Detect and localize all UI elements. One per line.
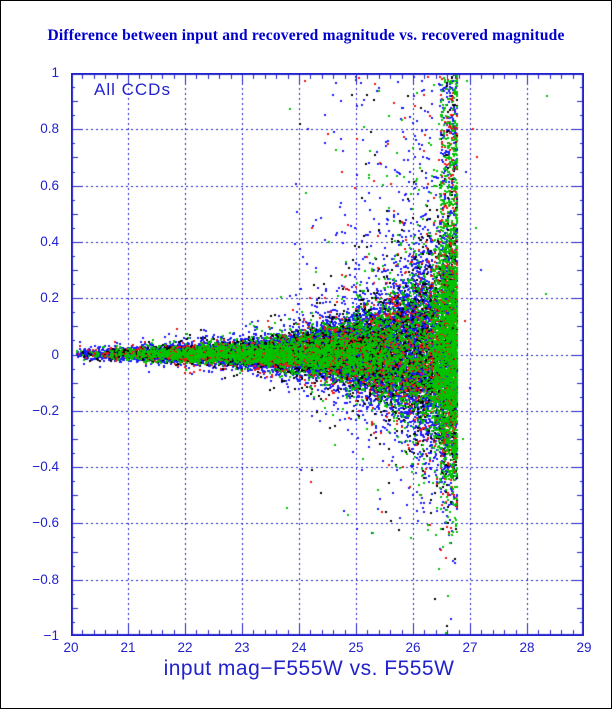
- y-tick-label: −1: [43, 628, 59, 643]
- y-tick-label: 0.2: [40, 290, 59, 306]
- y-tick-label: 0.4: [40, 233, 59, 249]
- scatter-plot-canvas: [71, 73, 584, 636]
- x-tick-label: 21: [120, 640, 136, 655]
- x-tick-label: 22: [177, 640, 193, 655]
- x-tick-label: 27: [462, 640, 478, 655]
- x-tick-label: 25: [348, 640, 364, 655]
- y-tick-label: 0.6: [40, 177, 59, 193]
- x-tick-label: 29: [576, 640, 592, 655]
- x-tick-label: 20: [63, 640, 79, 655]
- x-tick-label: 24: [291, 640, 307, 655]
- y-tick-label: 0: [51, 346, 59, 362]
- figure-title: Difference between input and recovered m…: [47, 27, 565, 44]
- y-tick-label: −0.4: [32, 459, 59, 475]
- x-tick-label: 23: [234, 640, 250, 655]
- x-axis-title: input mag−F555W vs. F555W: [163, 657, 455, 680]
- y-tick-label: −0.2: [32, 402, 59, 418]
- x-tick-label: 26: [405, 640, 421, 655]
- y-tick-label: 0.8: [40, 121, 59, 137]
- ccd-annotation-label: All CCDs: [94, 80, 171, 99]
- x-tick-label: 28: [519, 640, 535, 655]
- y-tick-label: −0.6: [32, 515, 59, 531]
- y-tick-label: −0.8: [32, 571, 59, 587]
- y-tick-label: 1: [51, 65, 59, 80]
